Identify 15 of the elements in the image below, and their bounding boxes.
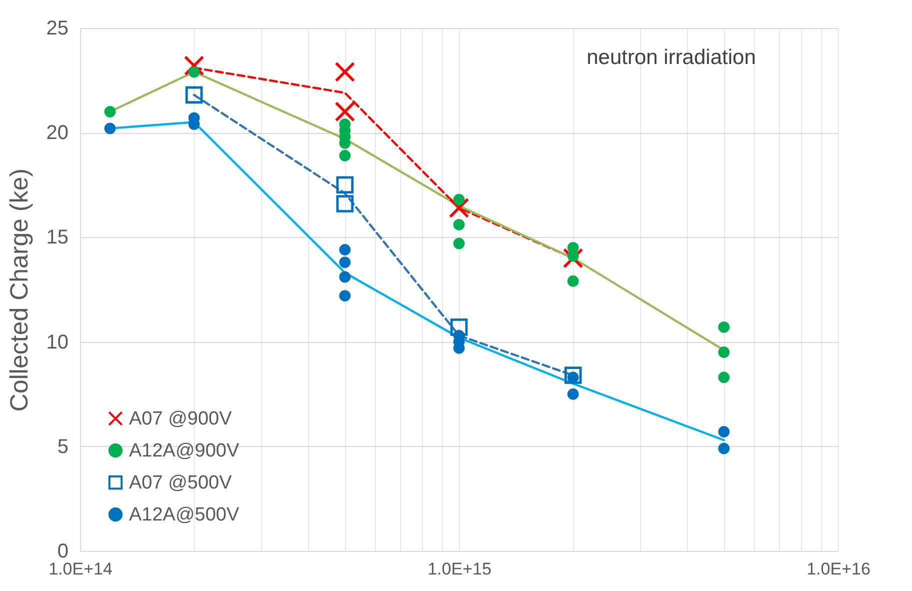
- y-tick-label: 5: [57, 436, 68, 458]
- y-tick-label: 20: [46, 122, 68, 144]
- y-axis-title: Collected Charge (ke): [5, 168, 34, 412]
- y-tick-label: 25: [46, 18, 68, 40]
- x-tick-label: 1.0E+15: [428, 560, 492, 578]
- x-tick-label: 1.0E+16: [806, 560, 870, 578]
- legend-label: A07 @500V: [129, 472, 232, 494]
- x-tick-label: 1.0E+14: [48, 560, 112, 578]
- annotation: neutron irradiation: [586, 46, 756, 69]
- legend-label: A12A@900V: [129, 440, 240, 462]
- legend-label: A12A@500V: [129, 504, 240, 526]
- y-tick-label: 0: [57, 540, 68, 562]
- y-tick-label: 10: [46, 331, 68, 354]
- legend-label: A07 @900V: [129, 408, 232, 430]
- y-tick-label: 15: [46, 226, 68, 249]
